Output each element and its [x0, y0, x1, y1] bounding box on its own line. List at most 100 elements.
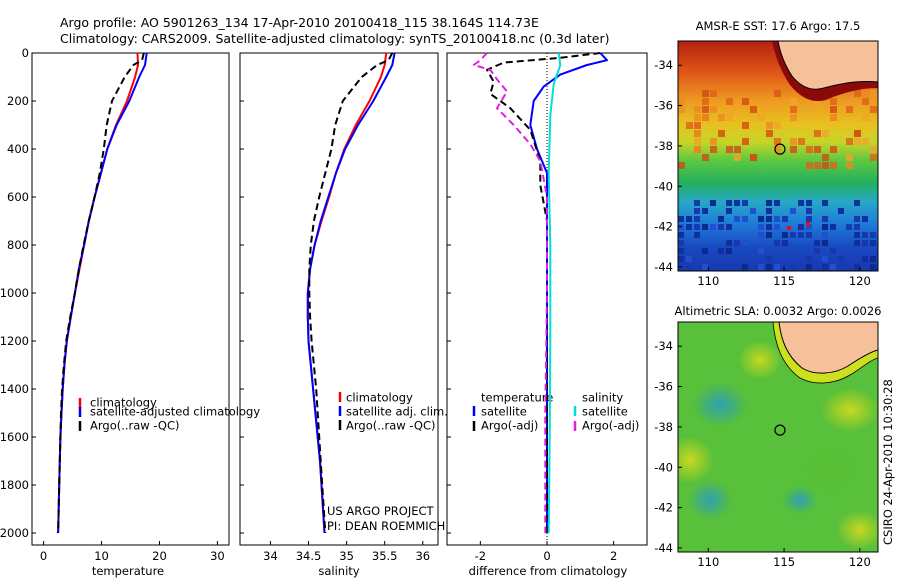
- sla-map-panel: Altimetric SLA: 0.0032 Argo: 0.0026 CSIR…: [654, 304, 895, 569]
- sst-pixel: [774, 146, 781, 153]
- sst-pixel: [758, 232, 764, 238]
- sst-pixel: [678, 240, 684, 246]
- x-tick-label: 35: [339, 549, 354, 563]
- sla-low-anomaly: [692, 383, 748, 427]
- sst-pixel: [718, 248, 724, 254]
- argo-position-marker: [774, 424, 786, 436]
- sst-pixel: [718, 224, 724, 230]
- sst-pixel: [854, 138, 861, 145]
- sst-pixel: [734, 200, 740, 206]
- y-tick-label: -38: [654, 139, 673, 153]
- sst-pixel: [766, 208, 772, 214]
- sst-pixel: [870, 146, 877, 153]
- sst-pixel: [814, 248, 820, 254]
- sst-pixel: [678, 162, 685, 169]
- sst-pixel: [702, 224, 708, 230]
- y-tick-label: 1600: [0, 430, 29, 444]
- sst-pixel: [726, 248, 732, 254]
- y-tick-label: -38: [654, 420, 673, 434]
- legend-label-climatology: climatology: [346, 391, 413, 405]
- y-tick-label: 1000: [0, 286, 29, 300]
- sst-pixel: [694, 146, 701, 153]
- sst-pixel: [734, 146, 741, 153]
- sst-pixel: [758, 248, 764, 254]
- salinity-axis-label: salinity: [318, 564, 359, 578]
- legend-label-argo: Argo(..raw -QC): [90, 419, 180, 433]
- sla-high-anomaly: [738, 340, 782, 380]
- sst-pixel: [806, 162, 813, 169]
- sst-pixel: [870, 232, 876, 238]
- sst-pixel: [726, 224, 732, 230]
- sst-pixel: [702, 90, 709, 97]
- temperature-series-1: [57, 52, 148, 534]
- sst-pixel: [862, 240, 868, 246]
- sst-pixel: [838, 256, 844, 262]
- sst-pixel: [702, 98, 709, 105]
- sst-pixel: [814, 146, 821, 153]
- sst-pixel: [830, 162, 837, 169]
- sla-high-anomaly: [836, 510, 878, 550]
- sst-pixel: [678, 216, 684, 222]
- sst-pixel: [750, 106, 757, 113]
- sst-pixel: [790, 208, 796, 214]
- y-tick-label: 800: [7, 238, 29, 252]
- sst-pixel: [822, 232, 828, 238]
- temperature-axis-label: temperature: [92, 564, 164, 578]
- temperature-axes-frame: [31, 52, 230, 546]
- sst-field: [678, 41, 878, 271]
- sst-pixel: [678, 232, 684, 238]
- sla-low-anomaly: [782, 486, 818, 514]
- sst-pixel: [806, 232, 812, 238]
- sst-map-title: AMSR-E SST: 17.6 Argo: 17.5: [696, 19, 861, 33]
- sst-pixel: [718, 130, 725, 137]
- sst-pixel: [830, 224, 836, 230]
- sst-pixel: [686, 122, 693, 129]
- sst-pixel: [766, 232, 772, 238]
- legend-label-satellite-adjusted: satellite-adjusted climatology: [90, 405, 260, 419]
- x-tick-label: 115: [773, 555, 795, 569]
- sst-pixel: [694, 114, 701, 121]
- y-tick-label: 2000: [0, 526, 29, 540]
- sst-pixel: [862, 98, 869, 105]
- y-tick-label: -42: [654, 501, 673, 515]
- sla-map-title: Altimetric SLA: 0.0032 Argo: 0.0026: [674, 304, 881, 318]
- sst-pixel: [822, 130, 829, 137]
- legend-label-sal-argo: Argo(-adj): [582, 419, 639, 433]
- legend-label-satellite-adjusted: satellite adj. clim.: [346, 405, 448, 419]
- x-tick-label: 110: [697, 555, 719, 569]
- sst-pixel: [694, 122, 701, 129]
- sst-pixel: [846, 154, 853, 161]
- sst-pixel: [862, 90, 869, 97]
- sst-pixel: [862, 114, 869, 121]
- sst-land-australia: [777, 41, 878, 90]
- figure-title-line2: Climatology: CARS2009. Satellite-adjuste…: [60, 31, 610, 46]
- sla-land-australia: [778, 322, 878, 374]
- salinity-profile-panel: salinity climatology satellite adj. clim…: [239, 52, 448, 578]
- difference-series-3: [472, 52, 548, 533]
- x-tick-label: 30: [210, 549, 225, 563]
- legend-label-sal-satellite: satellite: [582, 405, 628, 419]
- sst-pixel: [854, 90, 861, 97]
- sst-pixel: [702, 106, 709, 113]
- sst-pixel: [694, 200, 700, 206]
- sst-pixel: [790, 114, 797, 121]
- sst-pixel: [758, 264, 764, 270]
- sst-pixel: [766, 264, 772, 270]
- y-tick-label: 200: [7, 94, 29, 108]
- sst-pixel: [678, 98, 685, 105]
- difference-axis-label: difference from climatology: [469, 564, 628, 578]
- sst-pixel: [774, 200, 780, 206]
- sst-pixel: [710, 224, 716, 230]
- sst-pixel: [694, 232, 700, 238]
- legend-label-temp-argo: Argo(-adj): [481, 419, 538, 433]
- sst-pixel: [686, 264, 692, 270]
- sst-pixel: [758, 114, 765, 121]
- sst-pixel: [814, 98, 821, 105]
- x-tick-label: 120: [849, 274, 871, 288]
- sst-pixel: [702, 114, 709, 121]
- sst-pixel: [846, 224, 852, 230]
- sst-pixel: [782, 232, 788, 238]
- sla-mid-anomaly: [802, 446, 858, 494]
- difference-series-1: [486, 52, 601, 533]
